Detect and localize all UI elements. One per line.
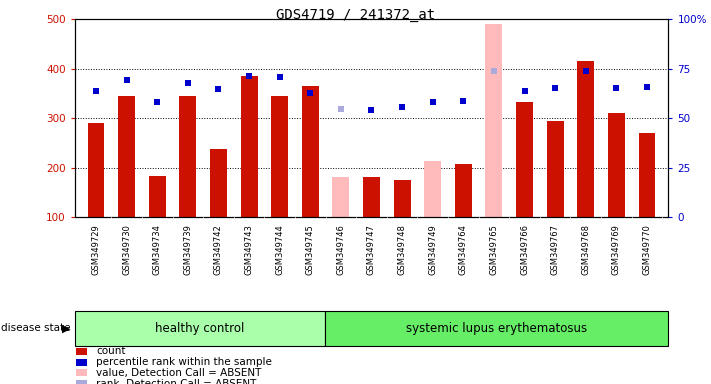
Text: GSM349744: GSM349744: [275, 224, 284, 275]
Bar: [240, 76, 257, 217]
Text: percentile rank within the sample: percentile rank within the sample: [96, 357, 272, 367]
Bar: [547, 121, 564, 217]
Bar: [424, 161, 441, 217]
Text: GSM349768: GSM349768: [581, 224, 590, 275]
Text: GSM349764: GSM349764: [459, 224, 468, 275]
Text: GSM349729: GSM349729: [92, 224, 100, 275]
Bar: [149, 176, 166, 217]
Text: GSM349730: GSM349730: [122, 224, 131, 275]
Bar: [210, 149, 227, 217]
Text: count: count: [96, 346, 125, 356]
Text: GSM349766: GSM349766: [520, 224, 529, 275]
Bar: [75, 311, 325, 346]
Text: GDS4719 / 241372_at: GDS4719 / 241372_at: [276, 8, 435, 22]
Text: disease state: disease state: [1, 323, 71, 333]
Bar: [363, 177, 380, 217]
Text: healthy control: healthy control: [155, 322, 245, 335]
Bar: [455, 164, 471, 217]
Text: GSM349770: GSM349770: [643, 224, 651, 275]
Bar: [179, 96, 196, 217]
Text: GSM349745: GSM349745: [306, 224, 315, 275]
Bar: [87, 123, 105, 217]
Text: GSM349767: GSM349767: [550, 224, 560, 275]
Bar: [577, 61, 594, 217]
Bar: [272, 96, 288, 217]
Text: GSM349747: GSM349747: [367, 224, 376, 275]
Text: GSM349765: GSM349765: [489, 224, 498, 275]
Text: GSM349743: GSM349743: [245, 224, 254, 275]
Text: GSM349748: GSM349748: [397, 224, 407, 275]
Bar: [394, 180, 410, 217]
Bar: [516, 102, 533, 217]
Bar: [638, 133, 656, 217]
Bar: [118, 96, 135, 217]
Text: systemic lupus erythematosus: systemic lupus erythematosus: [406, 322, 587, 335]
Bar: [302, 86, 319, 217]
Text: GSM349739: GSM349739: [183, 224, 193, 275]
Text: GSM349734: GSM349734: [153, 224, 162, 275]
Text: GSM349749: GSM349749: [428, 224, 437, 275]
Text: GSM349769: GSM349769: [612, 224, 621, 275]
Text: GSM349746: GSM349746: [336, 224, 346, 275]
Bar: [486, 24, 503, 217]
Bar: [333, 177, 349, 217]
Text: ▶: ▶: [62, 323, 70, 333]
Bar: [608, 113, 625, 217]
Text: GSM349742: GSM349742: [214, 224, 223, 275]
Text: rank, Detection Call = ABSENT: rank, Detection Call = ABSENT: [96, 379, 257, 384]
Bar: [325, 311, 668, 346]
Text: value, Detection Call = ABSENT: value, Detection Call = ABSENT: [96, 368, 262, 378]
